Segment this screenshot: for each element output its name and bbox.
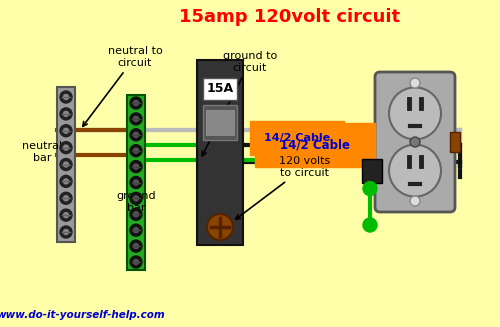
Circle shape [389,87,441,139]
Circle shape [134,132,138,137]
Bar [450,132,460,152]
Text: 14/2 Cable: 14/2 Cable [280,139,350,151]
Circle shape [130,224,142,236]
Bar [197,60,243,245]
Circle shape [130,145,142,157]
Bar [127,95,145,270]
Circle shape [134,260,138,265]
Text: 14/2 Cable: 14/2 Cable [264,133,330,143]
Circle shape [60,175,72,187]
Circle shape [60,125,72,137]
Circle shape [130,177,142,188]
Bar [362,159,382,182]
Text: 15amp 120volt circuit: 15amp 120volt circuit [180,8,400,26]
Circle shape [134,148,138,153]
Text: ground to
circuit: ground to circuit [202,51,277,156]
Circle shape [64,213,68,218]
Circle shape [410,196,420,206]
Circle shape [60,209,72,221]
Circle shape [60,226,72,238]
Circle shape [64,145,68,150]
Text: ground
bar: ground bar [116,191,156,213]
Circle shape [130,129,142,141]
Circle shape [64,196,68,201]
Circle shape [60,159,72,170]
Circle shape [363,181,377,196]
Circle shape [64,179,68,184]
Circle shape [410,137,420,147]
Circle shape [134,180,138,185]
Bar [255,123,375,167]
Circle shape [134,196,138,201]
Circle shape [64,162,68,167]
Circle shape [134,212,138,217]
Circle shape [134,116,138,121]
Circle shape [134,228,138,233]
Circle shape [64,95,68,99]
Circle shape [130,256,142,268]
Circle shape [60,192,72,204]
Circle shape [130,208,142,220]
Circle shape [60,91,72,103]
Text: 120 volts
to circuit: 120 volts to circuit [236,156,330,219]
Circle shape [130,97,142,109]
Circle shape [134,244,138,249]
Circle shape [64,230,68,234]
Circle shape [130,113,142,125]
Circle shape [410,78,420,88]
Circle shape [207,214,233,240]
Circle shape [60,108,72,120]
Circle shape [134,100,138,106]
Text: www.do-it-yourself-help.com: www.do-it-yourself-help.com [0,310,164,320]
Bar [203,78,237,100]
Circle shape [130,161,142,173]
Circle shape [363,218,377,232]
Text: neutral to
circuit: neutral to circuit [83,46,162,126]
Circle shape [389,145,441,197]
Bar [203,105,237,140]
Bar [206,110,234,135]
Circle shape [130,240,142,252]
Circle shape [60,142,72,154]
Circle shape [64,128,68,133]
Circle shape [130,192,142,204]
Text: neutral
bar: neutral bar [22,141,62,163]
FancyBboxPatch shape [375,72,455,212]
Circle shape [64,112,68,116]
Text: 15A: 15A [206,82,234,95]
Bar [57,87,75,242]
Circle shape [134,164,138,169]
FancyBboxPatch shape [250,121,344,155]
